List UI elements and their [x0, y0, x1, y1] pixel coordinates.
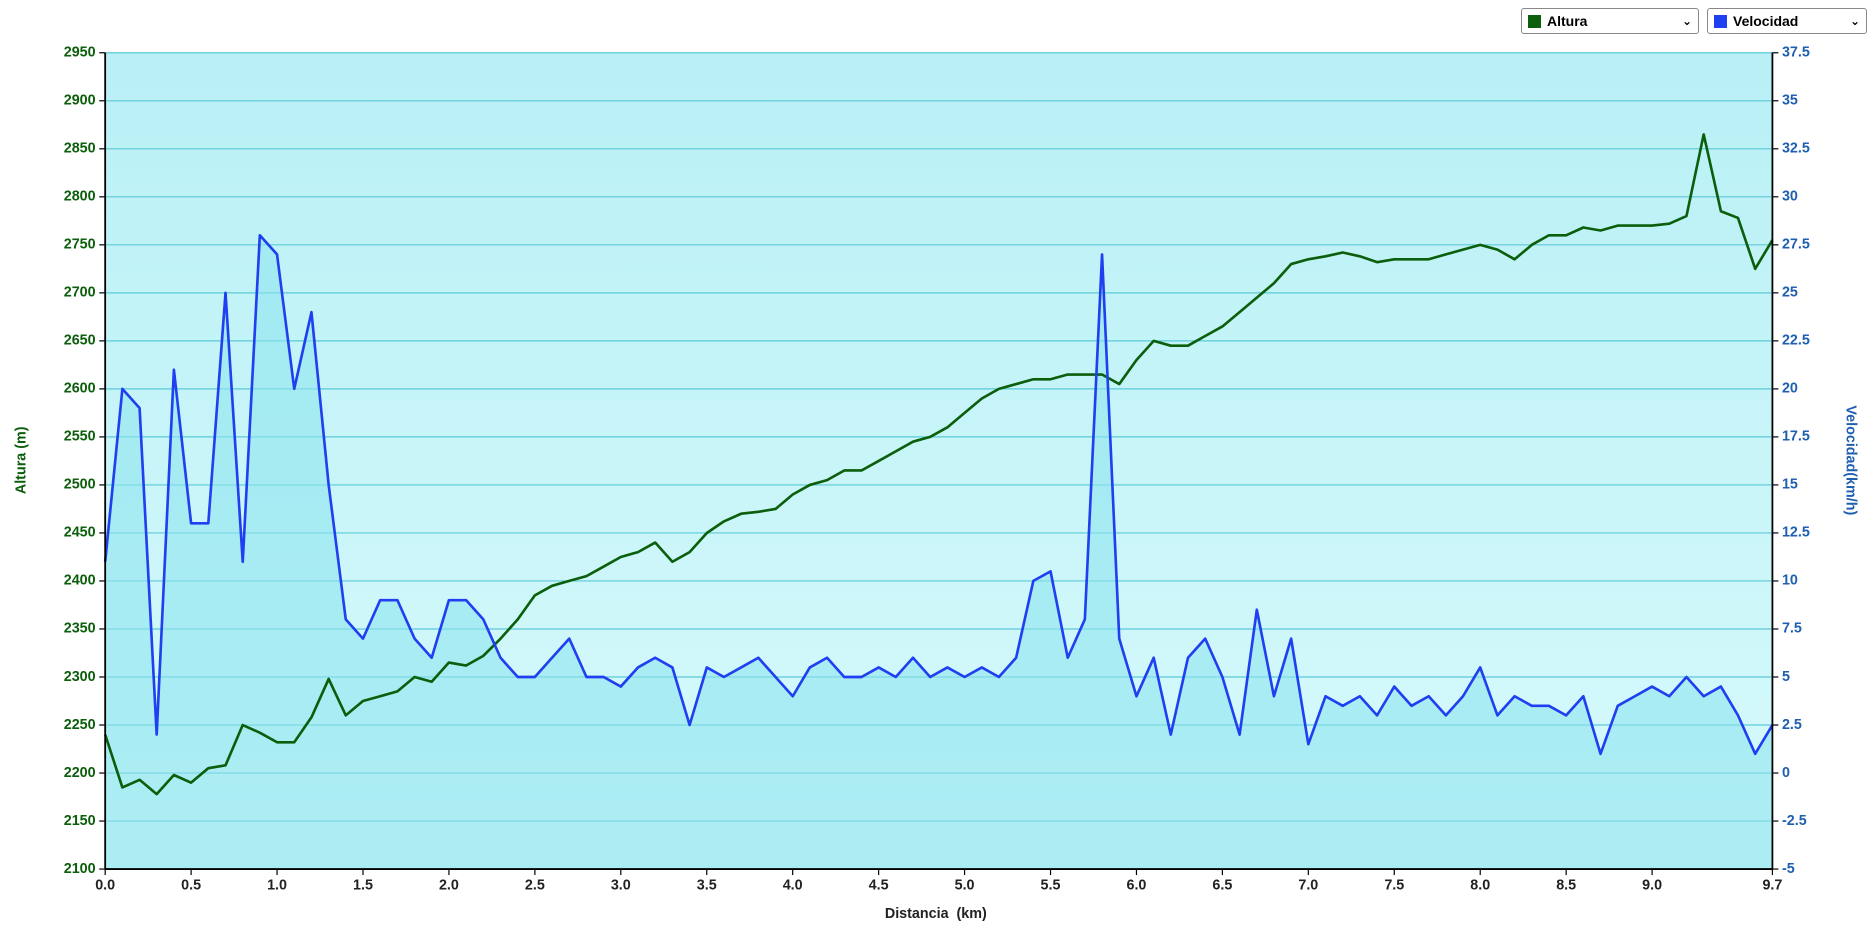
x-tick-label: 5.0: [955, 878, 975, 894]
legend-swatch: [1528, 14, 1541, 28]
y2-tick-label: 7.5: [1782, 621, 1802, 637]
series-selector[interactable]: Altura ⌄: [1521, 8, 1699, 34]
y2-tick-label: 5: [1782, 669, 1790, 685]
legend-label: Velocidad: [1733, 13, 1799, 29]
y-tick-label: 2500: [64, 477, 96, 493]
y2-tick-label: 37.5: [1782, 45, 1810, 61]
y2-tick-label: 15: [1782, 477, 1798, 493]
x-tick-label: 5.5: [1041, 878, 1061, 894]
x-tick-label: 9.7: [1762, 878, 1782, 894]
y2-tick-label: 0: [1782, 765, 1790, 781]
y2-tick-label: 17.5: [1782, 429, 1810, 445]
x-tick-label: 0.5: [181, 878, 201, 894]
line: [103, 133, 1774, 796]
legend-swatch: [1714, 14, 1727, 28]
y-tick-label: 2550: [64, 429, 96, 445]
x-tick-label: 8.5: [1556, 878, 1576, 894]
y-tick-label: 2400: [64, 573, 96, 589]
y2-tick-label: 2.5: [1782, 717, 1802, 733]
x-tick-label: 1.0: [267, 878, 287, 894]
x-tick-label: 6.5: [1212, 878, 1232, 894]
x-tick-label: 0.0: [95, 878, 115, 894]
y-tick-label: 2250: [64, 717, 96, 733]
y2-tick-label: 30: [1782, 189, 1798, 205]
y-tick-label: 2100: [64, 861, 96, 877]
y-tick-label: 2700: [64, 285, 96, 301]
y2-tick-label: 27.5: [1782, 237, 1810, 253]
x-tick-label: 6.0: [1126, 878, 1146, 894]
x-tick-label: 7.0: [1298, 878, 1318, 894]
y-tick-label: 2200: [64, 765, 96, 781]
x-tick-label: 2.0: [439, 878, 459, 894]
y2-tick-label: -5: [1782, 861, 1795, 877]
y-tick-label: 2950: [64, 45, 96, 61]
x-tick-label: 8.0: [1470, 878, 1490, 894]
y2-tick-label: 20: [1782, 381, 1798, 397]
y2-tick-label: 25: [1782, 285, 1798, 301]
x-tick-label: 7.5: [1384, 878, 1404, 894]
dropdown-caret: ⌄: [1849, 14, 1860, 28]
x-tick-label: 4.0: [783, 878, 803, 894]
area: [105, 235, 1773, 870]
y2-tick-label: 22.5: [1782, 333, 1810, 349]
y-tick-label: 2850: [64, 141, 96, 157]
y-tick-label: 2900: [64, 93, 96, 109]
y-tick-label: 2150: [64, 813, 96, 829]
y2-tick-label: -2.5: [1782, 813, 1807, 829]
y-tick-label: 2300: [64, 669, 96, 685]
y2-axis-title: Velocidad(km/h): [1842, 405, 1858, 515]
y-tick-label: 2350: [64, 621, 96, 637]
y-tick-label: 2650: [64, 333, 96, 349]
y2-tick-label: 35: [1782, 93, 1798, 109]
y2-tick-label: 32.5: [1782, 141, 1810, 157]
x-axis-title: Distancia (km): [885, 906, 987, 922]
y-tick-label: 2800: [64, 189, 96, 205]
x-tick-label: 2.5: [525, 878, 545, 894]
y-tick-label: 2750: [64, 237, 96, 253]
x-tick-label: 3.0: [611, 878, 631, 894]
x-tick-label: 3.5: [697, 878, 717, 894]
y-axis-title: Altura (m): [13, 426, 29, 494]
y-tick-label: 2600: [64, 381, 96, 397]
line: [103, 233, 1774, 756]
dropdown-caret: ⌄: [1681, 14, 1692, 28]
series-selector[interactable]: Velocidad ⌄: [1707, 8, 1867, 34]
x-tick-label: 4.5: [869, 878, 889, 894]
x-tick-label: 1.5: [353, 878, 373, 894]
y2-tick-label: 10: [1782, 573, 1798, 589]
y2-tick-label: 12.5: [1782, 525, 1810, 541]
legend-label: Altura: [1547, 13, 1588, 29]
x-tick-label: 9.0: [1642, 878, 1662, 894]
y-tick-label: 2450: [64, 525, 96, 541]
